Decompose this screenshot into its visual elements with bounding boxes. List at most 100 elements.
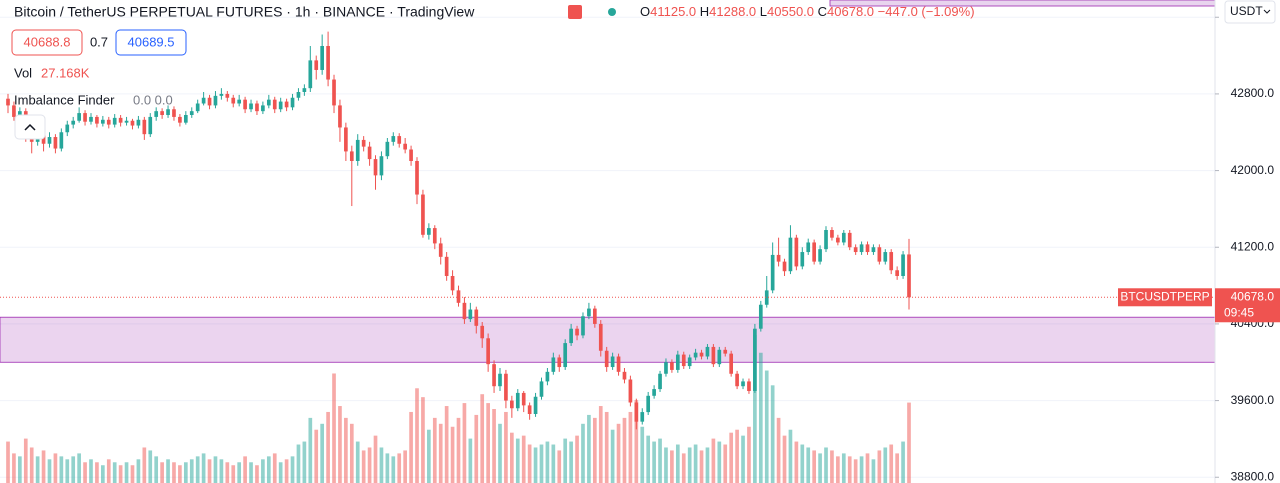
vol-label: Vol [14, 65, 32, 80]
volume-bar [385, 453, 390, 483]
volume-bar [841, 453, 846, 483]
candle-body [853, 247, 858, 253]
volume-bar [705, 447, 710, 483]
volume-bar [432, 417, 437, 483]
volume-bar [326, 411, 330, 483]
volume-bar [853, 459, 858, 483]
volume-bar [148, 450, 153, 483]
volume-bar [729, 432, 734, 483]
candle-body [735, 373, 739, 387]
candle-body [776, 254, 781, 262]
candle-body [474, 309, 479, 326]
volume-bar [444, 406, 449, 483]
volume-bar [563, 438, 568, 483]
candle-body [189, 111, 194, 115]
volume-bar [415, 388, 419, 483]
volume-bar [397, 453, 402, 483]
y-tick-label: 38800.0 [1231, 469, 1275, 483]
volume-bar [29, 447, 34, 483]
volume-bar [379, 447, 384, 483]
candle-body [201, 97, 206, 104]
candle-body [598, 323, 603, 351]
volume-bar [598, 406, 603, 483]
volume-bar [646, 435, 651, 483]
candle-body [373, 159, 378, 176]
ohlc-key: C [818, 4, 827, 19]
candle-body [243, 99, 247, 110]
candle-body [788, 237, 793, 272]
candle-body [450, 276, 455, 291]
candle-body [758, 304, 763, 329]
candle-body [830, 230, 834, 238]
candle-body [172, 109, 176, 117]
volume-bar [272, 453, 277, 483]
volume-bar [361, 450, 366, 483]
change: −447.0 (−1.09%) [878, 4, 975, 19]
currency-select[interactable] [1224, 0, 1276, 24]
volume-bar [314, 429, 319, 483]
y-tick-label: 39600.0 [1231, 393, 1275, 407]
volume-bar [711, 438, 716, 483]
volume-bar [106, 459, 111, 483]
ask: 40689.5 [128, 34, 175, 49]
volume-bar [225, 462, 230, 483]
candle-body [557, 357, 562, 368]
candle-body [675, 354, 680, 370]
volume-bar [308, 417, 313, 483]
collapse-button[interactable] [14, 114, 46, 140]
candle-body [308, 60, 313, 89]
candle-body [681, 354, 686, 367]
y-tick-label: 42000.0 [1231, 163, 1275, 177]
candle-body [154, 111, 159, 117]
ohlc-value: 41288.0 [709, 4, 756, 19]
volume-bar [468, 438, 473, 483]
candle-body [148, 116, 153, 135]
volume-bar [266, 456, 271, 483]
volume-bar [35, 456, 40, 483]
candle-body [723, 349, 728, 354]
volume-bar [456, 417, 461, 483]
volume-bar [569, 441, 573, 483]
volume-bar [824, 447, 828, 483]
candle-body [349, 151, 354, 161]
vol-value: 27.168K [41, 65, 90, 80]
candle-body [361, 139, 366, 147]
volume-bar [693, 444, 698, 483]
candle-body [101, 119, 105, 124]
candle-body [166, 109, 170, 115]
candle-body [195, 103, 200, 112]
volume-bar [136, 459, 141, 483]
y-tick-label: 41200.0 [1231, 239, 1275, 253]
volume-bar [296, 444, 301, 483]
candle-body [142, 119, 147, 135]
volume-bar [124, 462, 129, 483]
volume-bar [735, 429, 739, 483]
volume-bar [699, 450, 704, 483]
status-dot [608, 8, 616, 16]
candle-body [865, 244, 870, 253]
volume-bar [6, 441, 10, 483]
volume-bar [628, 411, 633, 483]
volume-bar [77, 453, 81, 483]
volume-bar [652, 441, 656, 483]
volume-bar [492, 409, 496, 483]
volume-bar [818, 453, 822, 483]
ohlc-key: L [760, 4, 767, 19]
candle-body [296, 92, 301, 98]
candle-body [693, 352, 698, 358]
volume-bar [450, 426, 455, 483]
bid-box[interactable] [11, 29, 83, 56]
imbalance-label: Imbalance Finder [14, 92, 115, 107]
flag-icon[interactable] [568, 5, 582, 19]
volume-bar [758, 352, 763, 483]
volume-bar [249, 462, 253, 483]
candle-body [515, 392, 520, 409]
volume-bar [551, 444, 556, 483]
volume-bar [83, 462, 87, 483]
ask-box[interactable] [115, 29, 187, 56]
volume-bar [189, 459, 194, 483]
candle-body [106, 119, 111, 125]
candle-body [18, 111, 22, 117]
ohlc-value: 41125.0 [650, 4, 696, 19]
volume-bar [747, 426, 751, 483]
